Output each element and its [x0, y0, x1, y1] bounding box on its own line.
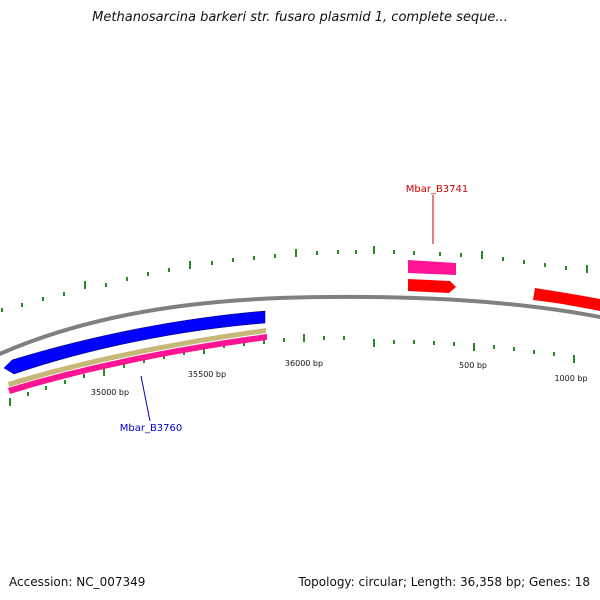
accession-text: Accession: NC_007349 — [9, 575, 146, 589]
gene-arrow-blue[interactable] — [3, 310, 266, 375]
gene-arrow-red-small[interactable] — [408, 279, 456, 293]
callout-line-mbar-b3760 — [140, 375, 151, 422]
tick-label-500: 500 bp — [459, 361, 487, 370]
backbone-arc — [0, 294, 600, 357]
feature-band-tan — [8, 328, 266, 387]
gene-label-mbar-b3760[interactable]: Mbar_B3760 — [120, 423, 183, 434]
tick-label-35500: 35500 bp — [188, 370, 226, 379]
gene-block-pink[interactable] — [408, 260, 456, 275]
tick-label-36000: 36000 bp — [285, 359, 323, 368]
tick-label-35000: 35000 bp — [91, 388, 129, 397]
map-title: Methanosarcina barkeri str. fusaro plasm… — [92, 10, 508, 25]
topology-summary: Topology: circular; Length: 36,358 bp; G… — [298, 575, 590, 589]
gene-arrow-pink-left[interactable] — [8, 334, 267, 394]
outer-tick-ring — [1, 246, 588, 312]
gene-label-mbar-b3741[interactable]: Mbar_B3741 — [406, 184, 469, 195]
tick-label-1000: 1000 bp — [554, 374, 587, 383]
gene-arrow-red-right[interactable] — [533, 288, 600, 312]
